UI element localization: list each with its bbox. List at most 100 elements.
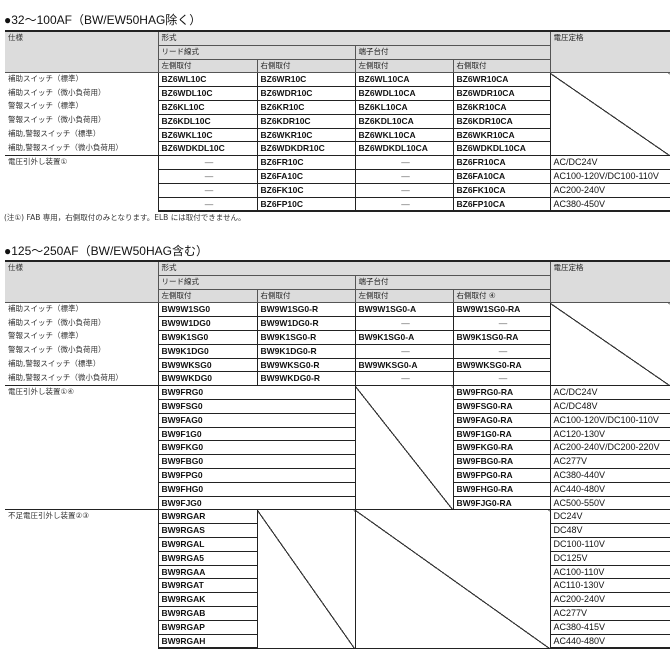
model-code: BW9RGAK <box>157 592 258 607</box>
model-code: BW9RGAS <box>157 523 258 538</box>
empty-diagonal-cell <box>354 509 551 649</box>
model-code: BW9RGAL <box>157 536 258 552</box>
voltage-rating: AC100-120V/DC100-110V <box>549 168 670 184</box>
model-code: — <box>354 155 454 170</box>
voltage-rating: AC380-440V <box>549 467 670 483</box>
model-code: BZ6WDKDR10C <box>256 141 356 157</box>
spec-label: 補助スイッチ（標準） <box>8 304 83 314</box>
model-code: BZ6KDL10CA <box>354 113 454 129</box>
model-code: BZ6KL10CA <box>354 99 454 115</box>
table-row: 不足電圧引外し装置②③ BW9RGAR DC24V <box>5 509 670 649</box>
model-code: BW9W1SG0 <box>157 302 258 318</box>
accessory-table-125-250af: 仕様 形式 電圧定格 リード線式 端子台付 左側取付 右側取付 左側取付 右側取付 ④ 補助スイッ… <box>5 259 670 650</box>
table-row: リード線式 端子台付 <box>5 274 670 290</box>
empty-diagonal-cell <box>549 72 670 157</box>
header-model: 形式 <box>157 29 551 46</box>
footnote: (注①) FAB 専用，右側取付のみとなります。ELB には取付できません。 <box>4 213 246 222</box>
voltage-rating: DC48V <box>549 523 670 538</box>
table-row: 補助スイッチ（微小負荷用） BW9W1DG0 BW9W1DG0-R — — <box>5 316 670 331</box>
model-code: BW9FJG0 <box>157 495 356 511</box>
model-code: BZ6WKL10C <box>157 127 258 143</box>
model-code: BW9WKSG0-RA <box>452 357 551 373</box>
voltage-rating: AC440-480V <box>549 633 670 650</box>
model-code: BZ6KDL10C <box>157 113 258 129</box>
model-code: BW9FRG0 <box>157 385 356 400</box>
model-code: BZ6WDL10C <box>157 86 258 101</box>
table-row: BW9RGAT AC110-130V <box>5 578 670 594</box>
model-code: — <box>354 371 454 387</box>
model-code: BW9FKG0 <box>157 440 356 456</box>
model-code: BW9FJG0-RA <box>452 495 551 511</box>
voltage-rating: AC/DC24V <box>549 155 670 170</box>
table-row: BW9RGAK AC200-240V <box>5 592 670 607</box>
voltage-rating: DC100-110V <box>549 536 670 552</box>
model-code: BZ6FA10CA <box>452 168 551 184</box>
model-code: BW9RGAH <box>157 633 258 650</box>
model-code: BW9W1SG0-R <box>256 302 356 318</box>
table-row: BW9RGAP AC380-415V <box>5 619 670 635</box>
header-terminal: 端子台付 <box>354 274 551 290</box>
table-row: BW9FKG0 BW9FKG0-RA AC200-240V/DC200-220V <box>5 440 670 456</box>
empty-diagonal-cell <box>354 385 454 511</box>
table-row: リード線式 端子台付 <box>5 44 670 60</box>
table-row: 仕様 形式 電圧定格 <box>5 259 670 304</box>
spec-label: 補助,警報スイッチ（標準） <box>8 129 101 139</box>
table-row: BW9RGAH AC440-480V <box>5 633 670 650</box>
model-code: — <box>354 168 454 184</box>
model-code: — <box>157 196 258 213</box>
model-code: — <box>354 316 454 331</box>
table-row: — BZ6FA10C — BZ6FA10CA AC100-120V/DC100-110V <box>5 168 670 184</box>
table-row: 補助,警報スイッチ（微小負荷用） BW9WKDG0 BW9WKDG0-R — — <box>5 371 670 387</box>
model-code: BW9WKSG0 <box>157 357 258 373</box>
voltage-rating: AC380-415V <box>549 619 670 635</box>
model-code: BW9FAG0 <box>157 412 356 428</box>
header-voltage: 電圧定格 <box>549 260 670 304</box>
model-code: BW9WKSG0-A <box>354 357 454 373</box>
header-right-mount: 右側取付 <box>256 288 356 304</box>
header-lead-wire: リード線式 <box>157 44 356 60</box>
voltage-rating: AC200-240V/DC200-220V <box>549 440 670 456</box>
voltage-rating: AC500-550V <box>549 495 670 511</box>
model-code: BZ6FK10CA <box>452 182 551 198</box>
model-code: BZ6FA10C <box>256 168 356 184</box>
voltage-rating: AC/DC48V <box>549 398 670 414</box>
table-row: 補助,警報スイッチ（標準） BZ6WKL10C BZ6WKR10C BZ6WKL10C… <box>5 127 670 143</box>
model-code: BW9RGAT <box>157 578 258 594</box>
table-row: 左側取付 右側取付 左側取付 右側取付 ④ <box>5 288 670 304</box>
model-code: BW9FPG0-RA <box>452 467 551 483</box>
model-code: BW9K1DG0 <box>157 343 258 359</box>
model-code: BW9K1SG0-R <box>256 329 356 345</box>
model-code: BZ6WDKDL10CA <box>354 141 454 157</box>
header-left-mount: 左側取付 <box>354 58 454 74</box>
section2-title: ●125～250AF（BW/EW50HAG含む） <box>4 244 208 258</box>
model-code: BW9FSG0-RA <box>452 398 551 414</box>
model-code: — <box>452 316 551 331</box>
model-code: BZ6WR10CA <box>452 72 551 88</box>
model-code: — <box>354 182 454 198</box>
model-code: BW9FSG0 <box>157 398 356 414</box>
spec-label: 電圧引外し装置① <box>5 155 158 212</box>
header-model: 形式 <box>157 259 551 276</box>
table-row: — BZ6FP10C — BZ6FP10CA AC380-450V <box>5 196 670 213</box>
model-code: BW9WKDG0 <box>157 371 258 387</box>
model-code: BW9FKG0-RA <box>452 440 551 456</box>
model-code: BZ6WDL10CA <box>354 86 454 101</box>
voltage-rating: AC/DC24V <box>549 385 670 400</box>
spec-label: 補助スイッチ（標準） <box>8 74 83 84</box>
model-code: BZ6KDR10C <box>256 113 356 129</box>
voltage-rating: AC100-110V <box>549 564 670 580</box>
model-code: BZ6WKR10CA <box>452 127 551 143</box>
table-row: BW9FJG0 BW9FJG0-RA AC500-550V <box>5 495 670 511</box>
model-code: BW9FBG0-RA <box>452 454 551 469</box>
voltage-rating: AC120-130V <box>549 426 670 442</box>
section1-title: ●32～100AF（BW/EW50HAG除く） <box>4 13 202 27</box>
model-code: — <box>452 343 551 359</box>
model-code: BZ6WDR10C <box>256 86 356 101</box>
model-code: BW9WKDG0-R <box>256 371 356 387</box>
table-row: 仕様 形式 電圧定格 <box>5 29 670 74</box>
voltage-rating: DC24V <box>549 509 670 525</box>
model-code: BW9F1G0 <box>157 426 356 442</box>
header-left-mount: 左側取付 <box>157 288 258 304</box>
model-code: BZ6WDKDL10C <box>157 141 258 157</box>
empty-diagonal-cell <box>256 509 356 649</box>
